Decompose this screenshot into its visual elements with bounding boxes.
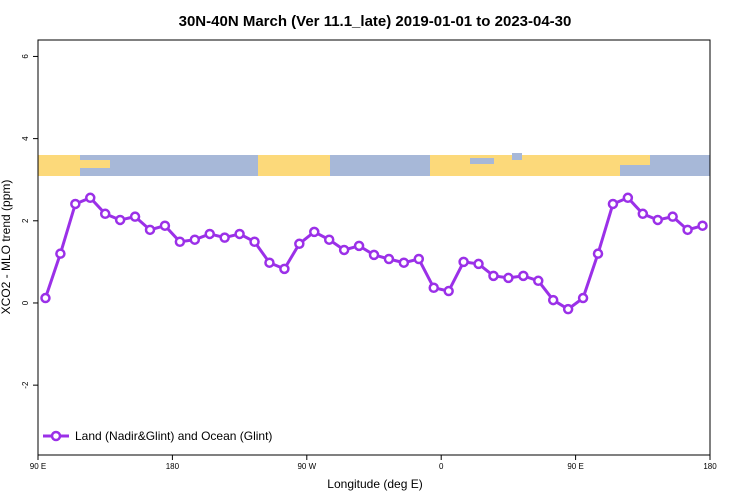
data-point bbox=[294, 238, 305, 250]
data-point bbox=[667, 211, 678, 222]
data-point bbox=[279, 263, 290, 275]
data-point bbox=[503, 272, 514, 284]
legend-label: Land (Nadir&Glint) and Ocean (Glint) bbox=[75, 429, 272, 443]
data-point bbox=[174, 236, 186, 247]
data-point bbox=[413, 253, 425, 265]
data-point bbox=[622, 192, 634, 204]
data-point bbox=[159, 220, 171, 231]
data-point bbox=[323, 234, 335, 245]
data-point bbox=[547, 294, 559, 306]
data-point bbox=[85, 192, 96, 204]
data-point bbox=[607, 198, 619, 210]
land-patch bbox=[80, 160, 110, 168]
data-point bbox=[114, 214, 126, 226]
data-point bbox=[533, 275, 544, 287]
legend-marker bbox=[50, 430, 62, 442]
x-tick-label: 180 bbox=[166, 462, 180, 471]
data-point bbox=[443, 285, 454, 297]
data-point bbox=[144, 224, 156, 236]
land-patch bbox=[258, 155, 330, 176]
data-point bbox=[353, 240, 365, 252]
data-point bbox=[562, 303, 574, 315]
water-patch bbox=[470, 158, 494, 164]
data-point bbox=[249, 236, 260, 247]
x-axis-label: Longitude (deg E) bbox=[327, 477, 422, 491]
data-point bbox=[637, 208, 649, 220]
y-tick-label: 0 bbox=[21, 300, 30, 305]
land-patch bbox=[620, 155, 650, 165]
x-tick-label: 0 bbox=[439, 462, 444, 471]
data-point bbox=[652, 214, 663, 226]
y-axis-label: XCO2 - MLO trend (ppm) bbox=[0, 180, 13, 315]
data-point bbox=[338, 244, 350, 256]
data-point bbox=[398, 257, 410, 268]
data-point bbox=[473, 258, 484, 270]
data-point bbox=[577, 292, 589, 304]
y-tick-label: 6 bbox=[21, 54, 30, 59]
x-tick-label: 180 bbox=[703, 462, 717, 471]
data-point bbox=[458, 256, 469, 268]
data-point bbox=[383, 253, 395, 265]
data-point bbox=[189, 234, 201, 245]
data-point bbox=[99, 208, 111, 220]
land-patch bbox=[430, 155, 620, 176]
data-point bbox=[428, 282, 439, 294]
land-patch bbox=[38, 155, 80, 176]
data-point bbox=[682, 224, 693, 236]
data-point bbox=[234, 228, 245, 240]
data-point bbox=[697, 220, 708, 231]
y-tick-label: 4 bbox=[21, 136, 30, 141]
data-point bbox=[368, 249, 380, 261]
y-tick-label: -2 bbox=[21, 381, 30, 389]
x-tick-label: 90 W bbox=[297, 462, 316, 471]
map-strip bbox=[38, 153, 710, 176]
data-point bbox=[204, 228, 215, 240]
data-point bbox=[592, 248, 604, 259]
data-point bbox=[70, 198, 81, 210]
data-point bbox=[264, 257, 275, 268]
data-point bbox=[55, 248, 66, 259]
data-point bbox=[40, 292, 51, 304]
x-tick-label: 90 E bbox=[30, 462, 46, 471]
x-tick-label: 90 E bbox=[567, 462, 583, 471]
data-point bbox=[518, 270, 529, 282]
data-point bbox=[488, 270, 499, 282]
data-point bbox=[129, 211, 141, 222]
data-point bbox=[219, 232, 230, 243]
y-tick-label: 2 bbox=[21, 218, 30, 223]
water-patch bbox=[512, 153, 522, 160]
chart-title: 30N-40N March (Ver 11.1_late) 2019-01-01… bbox=[179, 13, 572, 30]
data-point bbox=[309, 226, 320, 238]
plot-frame bbox=[37, 39, 711, 456]
